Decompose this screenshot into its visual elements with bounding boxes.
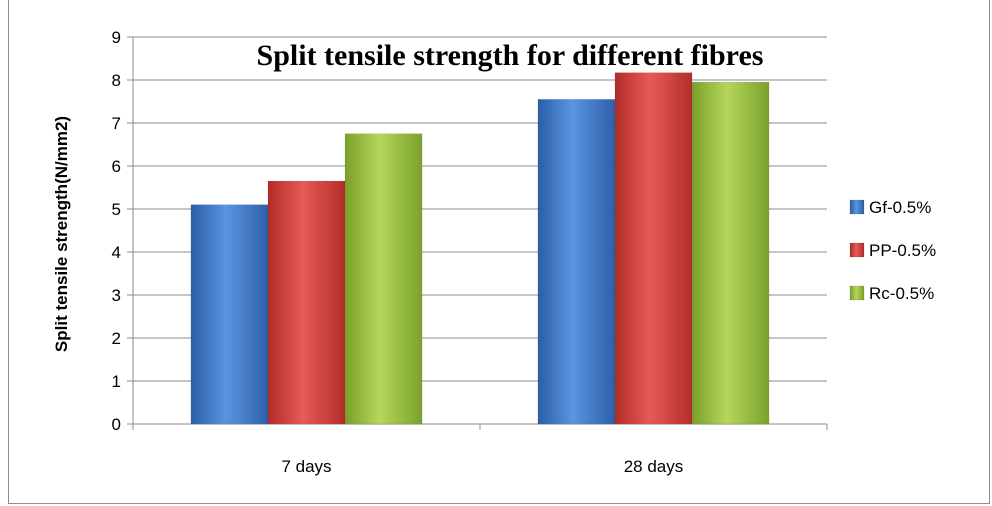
y-axis-label: Split tensile strength(N/mm2) xyxy=(52,116,71,352)
chart-title: Split tensile strength for different fib… xyxy=(257,39,764,72)
legend-label: PP-0.5% xyxy=(869,241,936,260)
y-tick-label: 1 xyxy=(112,372,121,391)
y-tick-label: 6 xyxy=(112,157,121,176)
legend: Gf-0.5% PP-0.5% Rc-0.5% xyxy=(849,198,936,303)
y-tick-label: 2 xyxy=(112,329,121,348)
bar-gf-0-5--28-days xyxy=(537,99,616,425)
legend-swatch xyxy=(849,285,865,301)
legend-swatch xyxy=(849,242,865,258)
tick-labels: 0 1 2 3 4 5 6 7 8 9 7 days 28 days xyxy=(112,28,684,476)
y-tick-label: 5 xyxy=(112,200,121,219)
y-tick-label: 0 xyxy=(112,415,121,434)
y-tick-label: 7 xyxy=(112,114,121,133)
legend-swatch xyxy=(849,199,865,215)
bar-pp-0-5--28-days xyxy=(614,72,693,425)
legend-label: Gf-0.5% xyxy=(869,198,931,217)
y-tick-label: 4 xyxy=(112,243,121,262)
bar-pp-0-5--7-days xyxy=(267,180,346,425)
x-tick-label: 28 days xyxy=(624,457,684,476)
x-tick-label: 7 days xyxy=(281,457,331,476)
y-tick-label: 8 xyxy=(112,71,121,90)
y-tick-label: 9 xyxy=(112,28,121,47)
bar-rc-0-5--7-days xyxy=(344,133,423,425)
bars xyxy=(190,72,770,425)
bar-rc-0-5--28-days xyxy=(691,81,770,425)
y-tick-label: 3 xyxy=(112,286,121,305)
bar-gf-0-5--7-days xyxy=(190,204,269,425)
legend-label: Rc-0.5% xyxy=(869,284,934,303)
